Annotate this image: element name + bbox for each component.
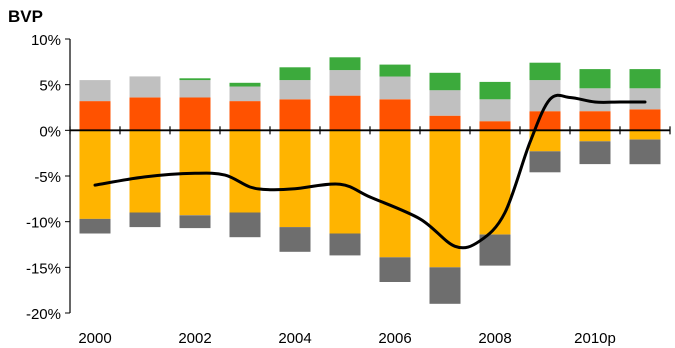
- bar-segment-s4-2006: [379, 257, 411, 282]
- bar-segment-s0-2002: [179, 97, 211, 131]
- bar-segment-s0-2001: [129, 97, 161, 131]
- x-tick-label: 2010p: [574, 330, 616, 347]
- bar-segment-s4-2011: [629, 139, 661, 165]
- bar-segment-s0-2010: [579, 111, 611, 131]
- bar-segment-s1-2010: [579, 88, 611, 112]
- bar-segment-s4-2002: [179, 215, 211, 229]
- bar-segment-s3-2000: [79, 130, 111, 219]
- bar-segment-s4-2010: [579, 141, 611, 165]
- bar-segment-s1-2004: [279, 80, 311, 100]
- bar-segment-s3-2011: [629, 130, 661, 140]
- bar-segment-s2-2011: [629, 69, 661, 89]
- bar-segment-s3-2003: [229, 130, 261, 213]
- y-tick-label: 5%: [39, 78, 61, 95]
- bar-segment-s0-2006: [379, 99, 411, 131]
- labels-layer: 10% 5% 0% -5% -10% -15% -20% 2000 2002 2004 2006 20…: [26, 32, 616, 347]
- y-tick-label: 10%: [31, 32, 61, 49]
- bar-segment-s3-2004: [279, 130, 311, 228]
- bar-segment-s0-2004: [279, 99, 311, 131]
- bar-segment-s4-2009: [529, 151, 561, 173]
- bar-segment-s1-2011: [629, 88, 661, 110]
- bar-segment-s1-2008: [479, 99, 511, 122]
- bar-segment-s0-2003: [229, 101, 261, 131]
- bar-segment-s4-2001: [129, 212, 161, 228]
- bar-segment-s3-2010: [579, 130, 611, 142]
- bar-segment-s2-2008: [479, 81, 511, 100]
- bar-segment-s3-2006: [379, 130, 411, 258]
- bar-segment-s1-2005: [329, 70, 361, 96]
- bar-segment-s2-2007: [429, 72, 461, 91]
- bar-segment-s2-2005: [329, 57, 361, 71]
- y-tick-label: -20%: [26, 306, 61, 323]
- bar-segment-s4-2007: [429, 267, 461, 304]
- bar-segment-s1-2003: [229, 86, 261, 102]
- bar-segment-s4-2000: [79, 218, 111, 234]
- bar-segment-s3-2008: [479, 130, 511, 235]
- bar-segment-s2-2004: [279, 67, 311, 81]
- bar-segment-s2-2009: [529, 62, 561, 81]
- bar-segment-s2-2002: [179, 78, 211, 81]
- x-tick-label: 2000: [78, 330, 111, 347]
- bar-segment-s1-2002: [179, 80, 211, 98]
- bar-segment-s3-2001: [129, 130, 161, 213]
- bar-segment-s0-2000: [79, 101, 111, 131]
- bar-segment-s4-2003: [229, 212, 261, 238]
- series-line: [93, 93, 647, 250]
- bar-segment-s4-2004: [279, 227, 311, 252]
- y-tick-label: -5%: [34, 169, 61, 186]
- bar-segment-s3-2007: [429, 130, 461, 268]
- y-tick-label: -15%: [26, 260, 61, 277]
- y-tick-label: 0%: [39, 123, 61, 140]
- bar-segment-s1-2001: [129, 76, 161, 98]
- bar-segment-s2-2006: [379, 64, 411, 77]
- line-layer: [93, 93, 647, 250]
- bars-layer: [79, 57, 661, 304]
- bar-segment-s1-2006: [379, 76, 411, 100]
- x-tick-label: 2006: [378, 330, 411, 347]
- bar-segment-s0-2008: [479, 121, 511, 131]
- bar-segment-s3-2005: [329, 130, 361, 234]
- bar-segment-s2-2003: [229, 82, 261, 87]
- x-tick-label: 2002: [178, 330, 211, 347]
- bar-segment-s4-2008: [479, 234, 511, 266]
- bar-segment-s2-2010: [579, 69, 611, 89]
- x-tick-label: 2004: [278, 330, 311, 347]
- bar-segment-s0-2005: [329, 95, 361, 131]
- bar-segment-s0-2007: [429, 115, 461, 131]
- chart-title: BVP: [8, 7, 43, 26]
- axes-layer: [65, 38, 671, 314]
- bar-segment-s0-2011: [629, 109, 661, 131]
- bar-segment-s3-2009: [529, 130, 561, 152]
- bar-segment-s1-2000: [79, 80, 111, 102]
- bar-segment-s1-2007: [429, 90, 461, 116]
- bar-segment-s0-2009: [529, 111, 561, 131]
- bar-segment-s4-2005: [329, 233, 361, 256]
- x-tick-label: 2008: [478, 330, 511, 347]
- y-tick-label: -10%: [26, 215, 61, 232]
